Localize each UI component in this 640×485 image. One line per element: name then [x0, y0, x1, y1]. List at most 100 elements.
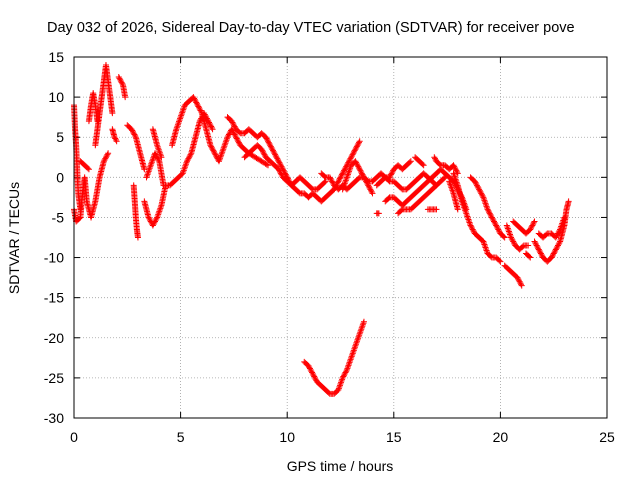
data-point — [308, 368, 315, 375]
data-point — [406, 159, 413, 166]
data-point — [194, 102, 201, 109]
data-point — [355, 140, 362, 147]
data-point — [339, 374, 346, 381]
data-point — [129, 127, 136, 134]
data-point — [277, 160, 284, 167]
x-tick-label: 15 — [386, 429, 402, 445]
data-point — [453, 167, 460, 174]
data-series — [71, 62, 572, 397]
data-point — [528, 223, 535, 230]
data-point — [530, 219, 537, 226]
data-point — [387, 172, 394, 179]
data-point — [329, 179, 336, 186]
data-point — [260, 150, 267, 157]
data-point — [450, 162, 457, 169]
data-point — [130, 130, 137, 137]
data-point — [387, 171, 394, 178]
data-point — [495, 227, 502, 234]
data-point — [347, 155, 354, 162]
data-point — [556, 227, 563, 234]
data-point — [356, 138, 363, 145]
y-axis-label: SDTVAR / TECUs — [6, 182, 22, 294]
data-point — [287, 179, 294, 186]
data-point — [537, 250, 544, 257]
data-point — [102, 155, 109, 162]
data-point — [535, 245, 542, 252]
y-tick-label: 5 — [56, 129, 64, 145]
data-point — [535, 246, 542, 253]
data-point — [146, 215, 153, 222]
data-point — [353, 143, 360, 150]
data-point — [358, 168, 365, 175]
data-point — [147, 217, 154, 224]
data-point — [115, 74, 122, 81]
data-point — [554, 230, 561, 237]
data-point — [518, 282, 525, 289]
data-point — [118, 79, 125, 86]
data-point — [306, 364, 313, 371]
data-point — [555, 241, 562, 248]
data-point — [360, 174, 367, 181]
data-point — [231, 131, 238, 138]
data-point — [208, 124, 215, 131]
data-point — [272, 152, 279, 159]
data-point — [276, 159, 283, 166]
data-point — [213, 154, 220, 161]
data-point — [367, 186, 374, 193]
data-point — [283, 172, 290, 179]
data-point — [208, 123, 215, 130]
data-point — [286, 178, 293, 185]
data-point — [103, 152, 110, 159]
data-point — [261, 151, 268, 158]
data-point — [368, 189, 375, 196]
data-point — [267, 143, 274, 150]
data-point — [452, 166, 459, 173]
data-point — [111, 134, 118, 141]
data-point — [208, 144, 215, 151]
data-point — [472, 179, 479, 186]
data-point — [272, 151, 279, 158]
data-point — [488, 214, 495, 221]
data-point — [501, 234, 508, 241]
data-point — [454, 206, 461, 213]
data-point — [117, 78, 124, 85]
data-point — [352, 146, 359, 153]
data-point — [516, 278, 523, 285]
data-point — [527, 225, 534, 232]
data-point — [310, 372, 317, 379]
data-point — [454, 168, 461, 175]
data-point — [336, 175, 343, 182]
data-point — [196, 104, 203, 111]
data-point — [85, 166, 92, 173]
data-point — [206, 120, 213, 127]
data-point — [195, 103, 202, 110]
data-point — [337, 174, 344, 181]
data-point — [342, 369, 349, 376]
y-tick-label: -10 — [44, 250, 64, 266]
data-point — [508, 234, 515, 241]
data-point — [348, 154, 355, 161]
data-point — [149, 222, 156, 229]
data-point — [152, 150, 159, 157]
data-point — [209, 146, 216, 153]
data-point — [527, 226, 534, 233]
data-point — [552, 246, 559, 253]
data-point — [497, 258, 504, 265]
data-point — [353, 159, 360, 166]
data-point — [259, 147, 266, 154]
data-point — [154, 155, 161, 162]
data-point — [327, 175, 334, 182]
data-point — [553, 233, 560, 240]
data-point — [484, 206, 491, 213]
data-point — [476, 187, 483, 194]
data-point — [198, 108, 205, 115]
data-point — [116, 75, 123, 82]
data-point — [101, 156, 108, 163]
data-point — [211, 148, 218, 155]
data-point — [212, 151, 219, 158]
data-point — [353, 144, 360, 151]
data-point — [186, 152, 193, 159]
data-point — [282, 170, 289, 177]
